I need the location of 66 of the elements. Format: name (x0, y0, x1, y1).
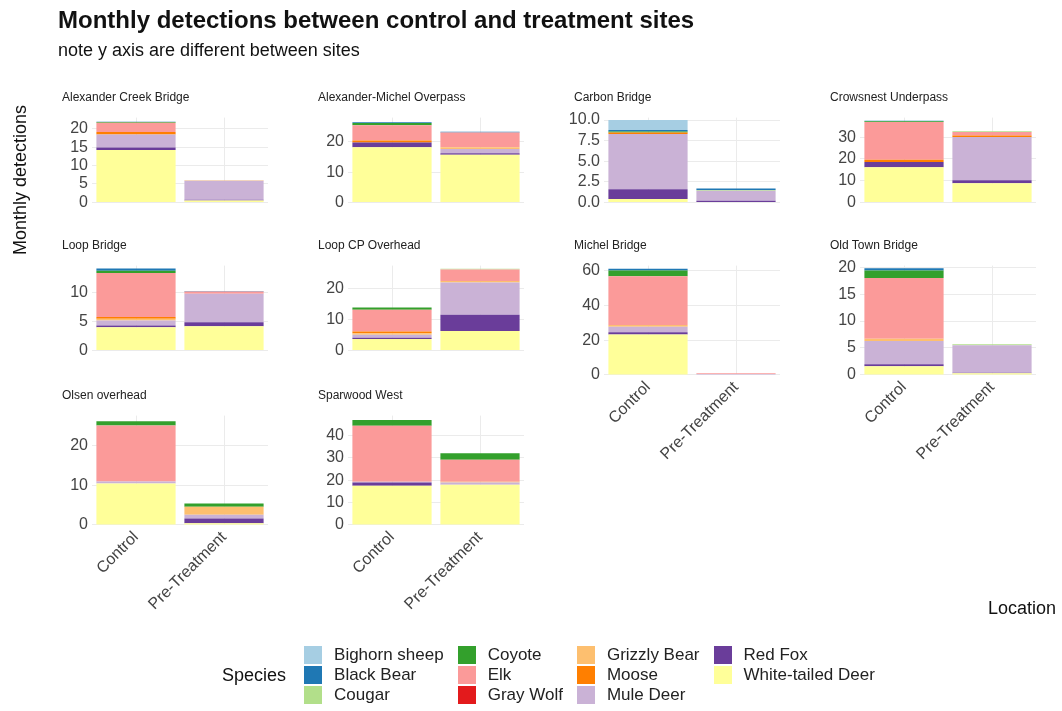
y-tick-label: 10 (838, 311, 857, 329)
legend-label: Bighorn sheep (334, 645, 444, 665)
chart-title: Old Town Bridge (830, 238, 919, 252)
text: note y axis are different between sites (58, 40, 361, 61)
chart-title: Loop CP Overhead (318, 238, 422, 252)
chart-title: Michel Bridge (574, 238, 648, 252)
y-tick-label: 20 (70, 436, 89, 454)
y-tick-label: 0 (335, 340, 345, 358)
y-tick-label: 15 (70, 137, 89, 155)
y-tick-label: 20 (326, 132, 345, 150)
y-tick-label: 5 (79, 174, 89, 192)
y-tick-label: 20 (838, 149, 857, 167)
y-tick-label: 0 (847, 365, 857, 383)
legend-label: Mule Deer (606, 685, 686, 705)
y-tick-label: 0 (79, 340, 89, 358)
y-tick-label: 30 (838, 127, 857, 145)
y-tick-label: 20 (326, 470, 345, 488)
chart-title: Olsen overhead (62, 388, 148, 402)
y-tick-label: 0 (335, 515, 345, 533)
legend-label: Elk (487, 665, 512, 685)
chart-title: Sparwood West (318, 388, 404, 402)
y-tick-label: 10 (326, 162, 345, 180)
y-tick-label: 20 (70, 119, 89, 137)
legend-title: Species (222, 664, 287, 686)
chart-title: Crowsnest Underpass (830, 90, 950, 104)
y-tick-label: 10 (70, 283, 89, 301)
y-tick-label: 30 (326, 448, 345, 466)
y-tick-label: 40 (582, 295, 601, 313)
legend-label: Coyote (487, 645, 542, 665)
chart-title: Alexander-Michel Overpass (318, 90, 467, 104)
legend-label: White-tailed Deer (743, 665, 875, 685)
legend-label: Black Bear (334, 665, 417, 685)
legend-label: Gray Wolf (487, 685, 563, 705)
y-tick-label: 5 (847, 338, 857, 356)
legend-label: Grizzly Bear (606, 645, 700, 665)
y-tick-label: 10 (838, 171, 857, 189)
y-tick-label: 0 (847, 192, 857, 210)
chart-title: Alexander Creek Bridge (62, 90, 191, 104)
y-tick-label: 5 (79, 311, 89, 329)
legend-label: Red Fox (743, 645, 808, 665)
y-tick-label: 60 (582, 261, 601, 279)
text: Monthly detections between control and treatment sites (58, 6, 695, 34)
y-tick-label: 20 (838, 257, 857, 275)
y-tick-label: 40 (326, 426, 345, 444)
y-axis-title: Monthly detections (9, 104, 31, 256)
y-tick-label: 10 (70, 475, 89, 493)
legend-label: Cougar (334, 685, 390, 705)
y-tick-label: 15 (838, 284, 857, 302)
y-tick-label: 20 (582, 330, 601, 348)
y-tick-label: 10 (326, 309, 345, 327)
y-tick-label: 10.0 (568, 110, 601, 128)
y-tick-label: 0 (591, 365, 601, 383)
y-tick-label: 2.5 (577, 172, 601, 190)
y-tick-label: 10 (326, 493, 345, 511)
y-tick-label: 0 (79, 515, 89, 533)
y-tick-label: 0 (79, 192, 89, 210)
y-tick-label: 0.0 (577, 192, 601, 210)
legend-label: Moose (606, 665, 658, 685)
y-tick-label: 20 (326, 279, 345, 297)
text: Location (987, 598, 1056, 619)
y-tick-label: 0 (335, 192, 345, 210)
y-tick-label: 5.0 (577, 151, 601, 169)
chart-title: Carbon Bridge (574, 90, 653, 104)
chart-title: Loop Bridge (62, 238, 128, 252)
y-tick-label: 10 (70, 155, 89, 173)
y-tick-label: 7.5 (577, 131, 601, 149)
